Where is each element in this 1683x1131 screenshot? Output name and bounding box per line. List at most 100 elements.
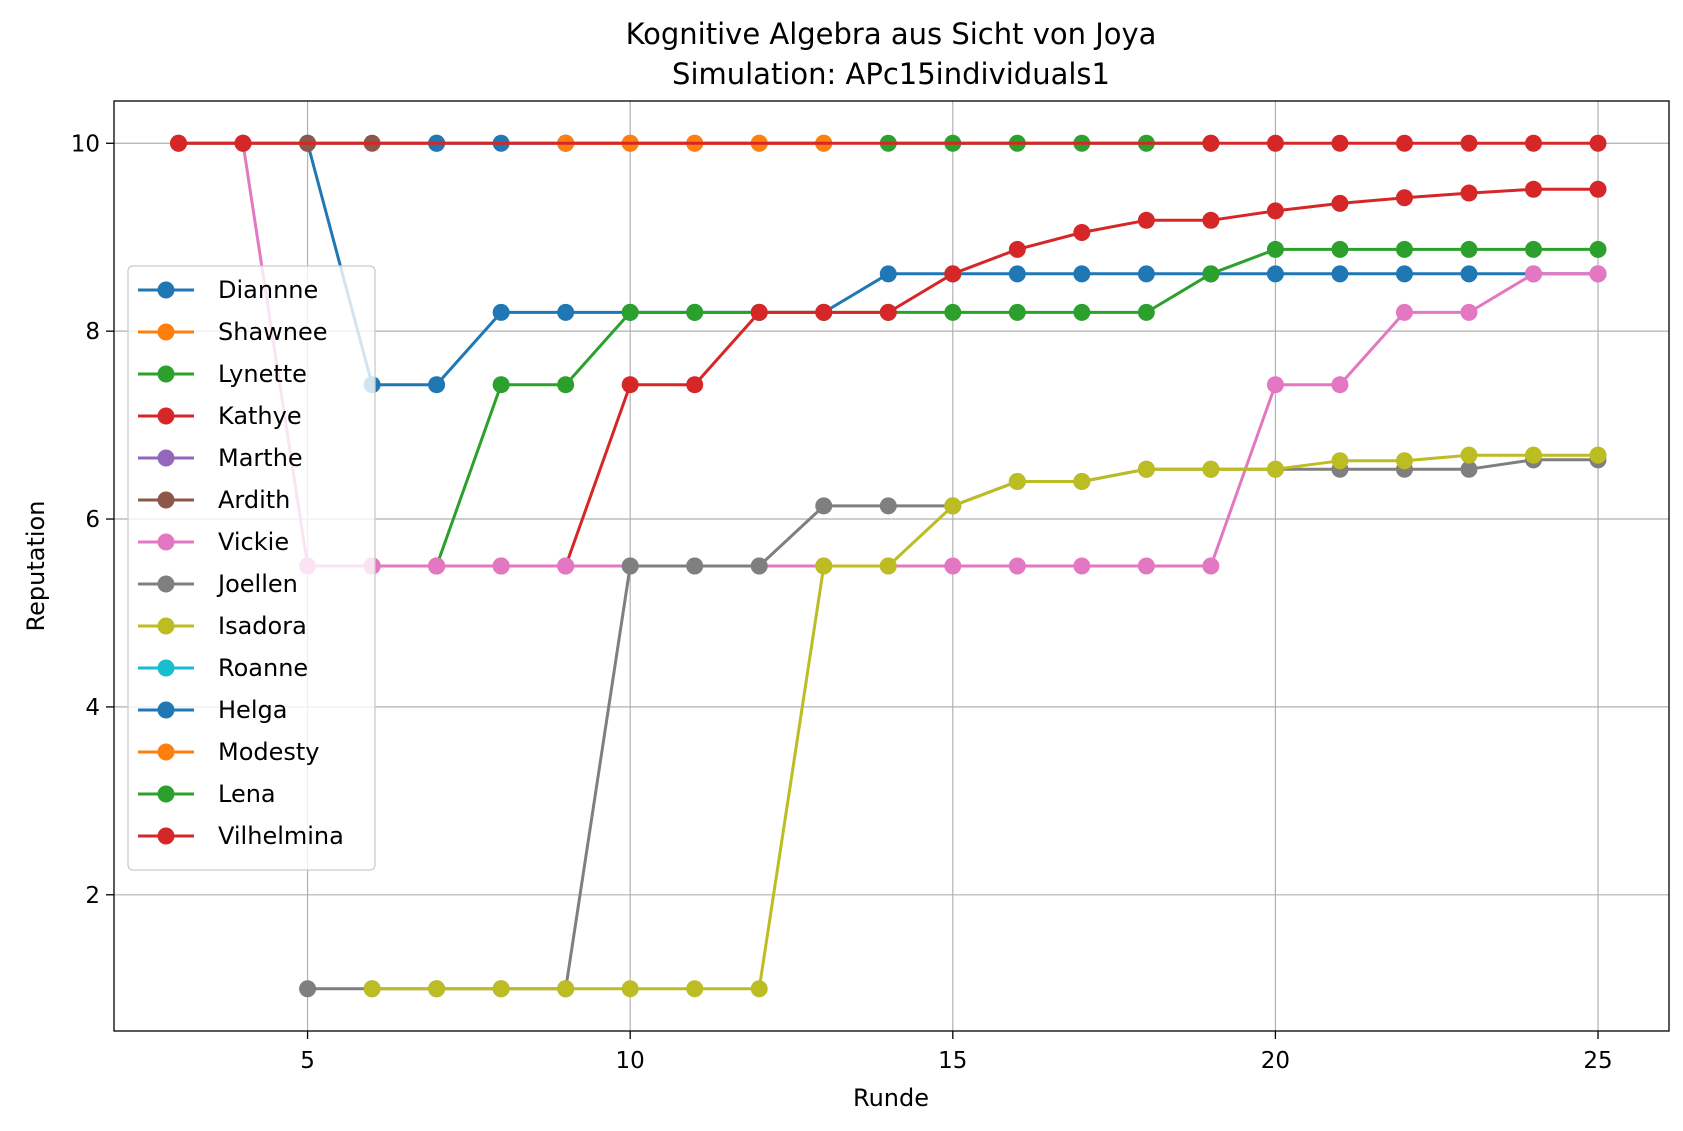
legend-label: Modesty (218, 738, 320, 766)
data-point (1137, 211, 1155, 229)
data-point (1525, 265, 1543, 283)
legend-label: Vickie (218, 528, 289, 556)
data-point (1008, 265, 1026, 283)
legend-swatch-marker (157, 491, 175, 509)
data-point (621, 980, 639, 998)
data-point (1137, 303, 1155, 321)
data-point (492, 557, 510, 575)
legend-item: Roanne (138, 654, 308, 682)
data-point (815, 557, 833, 575)
legend-item: Diannne (138, 276, 318, 304)
data-point (1137, 460, 1155, 478)
legend-swatch-marker (157, 407, 175, 425)
data-point (492, 376, 510, 394)
data-point (1266, 134, 1284, 152)
data-point (1395, 134, 1413, 152)
data-point (1525, 240, 1543, 258)
data-point (1331, 134, 1349, 152)
data-point (428, 557, 446, 575)
data-point (1395, 189, 1413, 207)
data-point (1589, 180, 1607, 198)
data-point (492, 303, 510, 321)
x-tick-label: 15 (938, 1048, 967, 1074)
data-point (1525, 134, 1543, 152)
data-point (428, 980, 446, 998)
legend-swatch-marker (157, 743, 175, 761)
legend: Diannne Shawnee Lynette Kathye Marthe Ardith V… (127, 265, 376, 871)
data-point (879, 557, 897, 575)
data-point (944, 265, 962, 283)
y-axis-label: Reputation (22, 501, 50, 632)
data-point (1525, 446, 1543, 464)
legend-label: Lynette (218, 360, 307, 388)
y-tick-label: 10 (71, 131, 100, 157)
legend-item: Helga (138, 696, 287, 724)
data-point (944, 557, 962, 575)
legend-item: Marthe (138, 444, 303, 472)
data-point (750, 980, 768, 998)
data-point (1137, 265, 1155, 283)
data-point (621, 557, 639, 575)
legend-label: Vilhelmina (218, 822, 344, 850)
x-tick-label: 5 (300, 1048, 315, 1074)
legend-item: Joellen (138, 570, 298, 598)
data-point (1266, 460, 1284, 478)
data-point (1460, 134, 1478, 152)
legend-item: Kathye (138, 402, 302, 430)
data-point (1266, 240, 1284, 258)
legend-label: Ardith (218, 486, 290, 514)
data-point (1589, 265, 1607, 283)
data-point (1331, 194, 1349, 212)
data-point (1266, 265, 1284, 283)
series-line (241, 143, 1598, 568)
legend-swatch-marker (157, 575, 175, 593)
legend-swatch-marker (157, 827, 175, 845)
data-point (1589, 240, 1607, 258)
chart-subtitle: Simulation: APc15individuals1 (672, 57, 1110, 91)
data-point (1008, 240, 1026, 258)
series-lines (170, 134, 1607, 998)
data-point (1331, 376, 1349, 394)
data-point (1008, 303, 1026, 321)
legend-item: Shawnee (138, 318, 328, 346)
data-point (1073, 224, 1091, 242)
legend-swatch-marker (157, 281, 175, 299)
data-point (1331, 452, 1349, 470)
data-point (557, 557, 575, 575)
legend-swatch-marker (157, 701, 175, 719)
series-vilhelmina (170, 134, 1607, 152)
data-point (1266, 376, 1284, 394)
data-point (428, 376, 446, 394)
data-point (1202, 557, 1220, 575)
data-point (492, 980, 510, 998)
data-point (1460, 184, 1478, 202)
data-point (1073, 265, 1091, 283)
x-axis-label: Runde (853, 1084, 929, 1112)
data-point (363, 980, 381, 998)
series-isadora (363, 446, 1607, 998)
legend-label: Joellen (216, 570, 298, 598)
series-line (372, 247, 1598, 568)
legend-item: Lynette (138, 360, 307, 388)
plot-frame (113, 100, 1670, 1032)
axis-ticks: 5 10 15 20 25 2 4 6 8 10 (71, 131, 1613, 1074)
data-point (750, 303, 768, 321)
legend-swatch-marker (157, 449, 175, 467)
data-point (621, 376, 639, 394)
data-point (1266, 202, 1284, 220)
data-point (1331, 240, 1349, 258)
chart-title: Kognitive Algebra aus Sicht von Joya (626, 17, 1157, 51)
data-point (1202, 460, 1220, 478)
data-point (815, 497, 833, 515)
data-point (1331, 265, 1349, 283)
legend-swatch-marker (157, 533, 175, 551)
data-point (1460, 446, 1478, 464)
data-point (1460, 303, 1478, 321)
data-point (686, 376, 704, 394)
legend-item: Vickie (138, 528, 289, 556)
data-point (1395, 303, 1413, 321)
x-tick-label: 25 (1583, 1048, 1612, 1074)
legend-label: Isadora (218, 612, 307, 640)
data-point (1008, 557, 1026, 575)
